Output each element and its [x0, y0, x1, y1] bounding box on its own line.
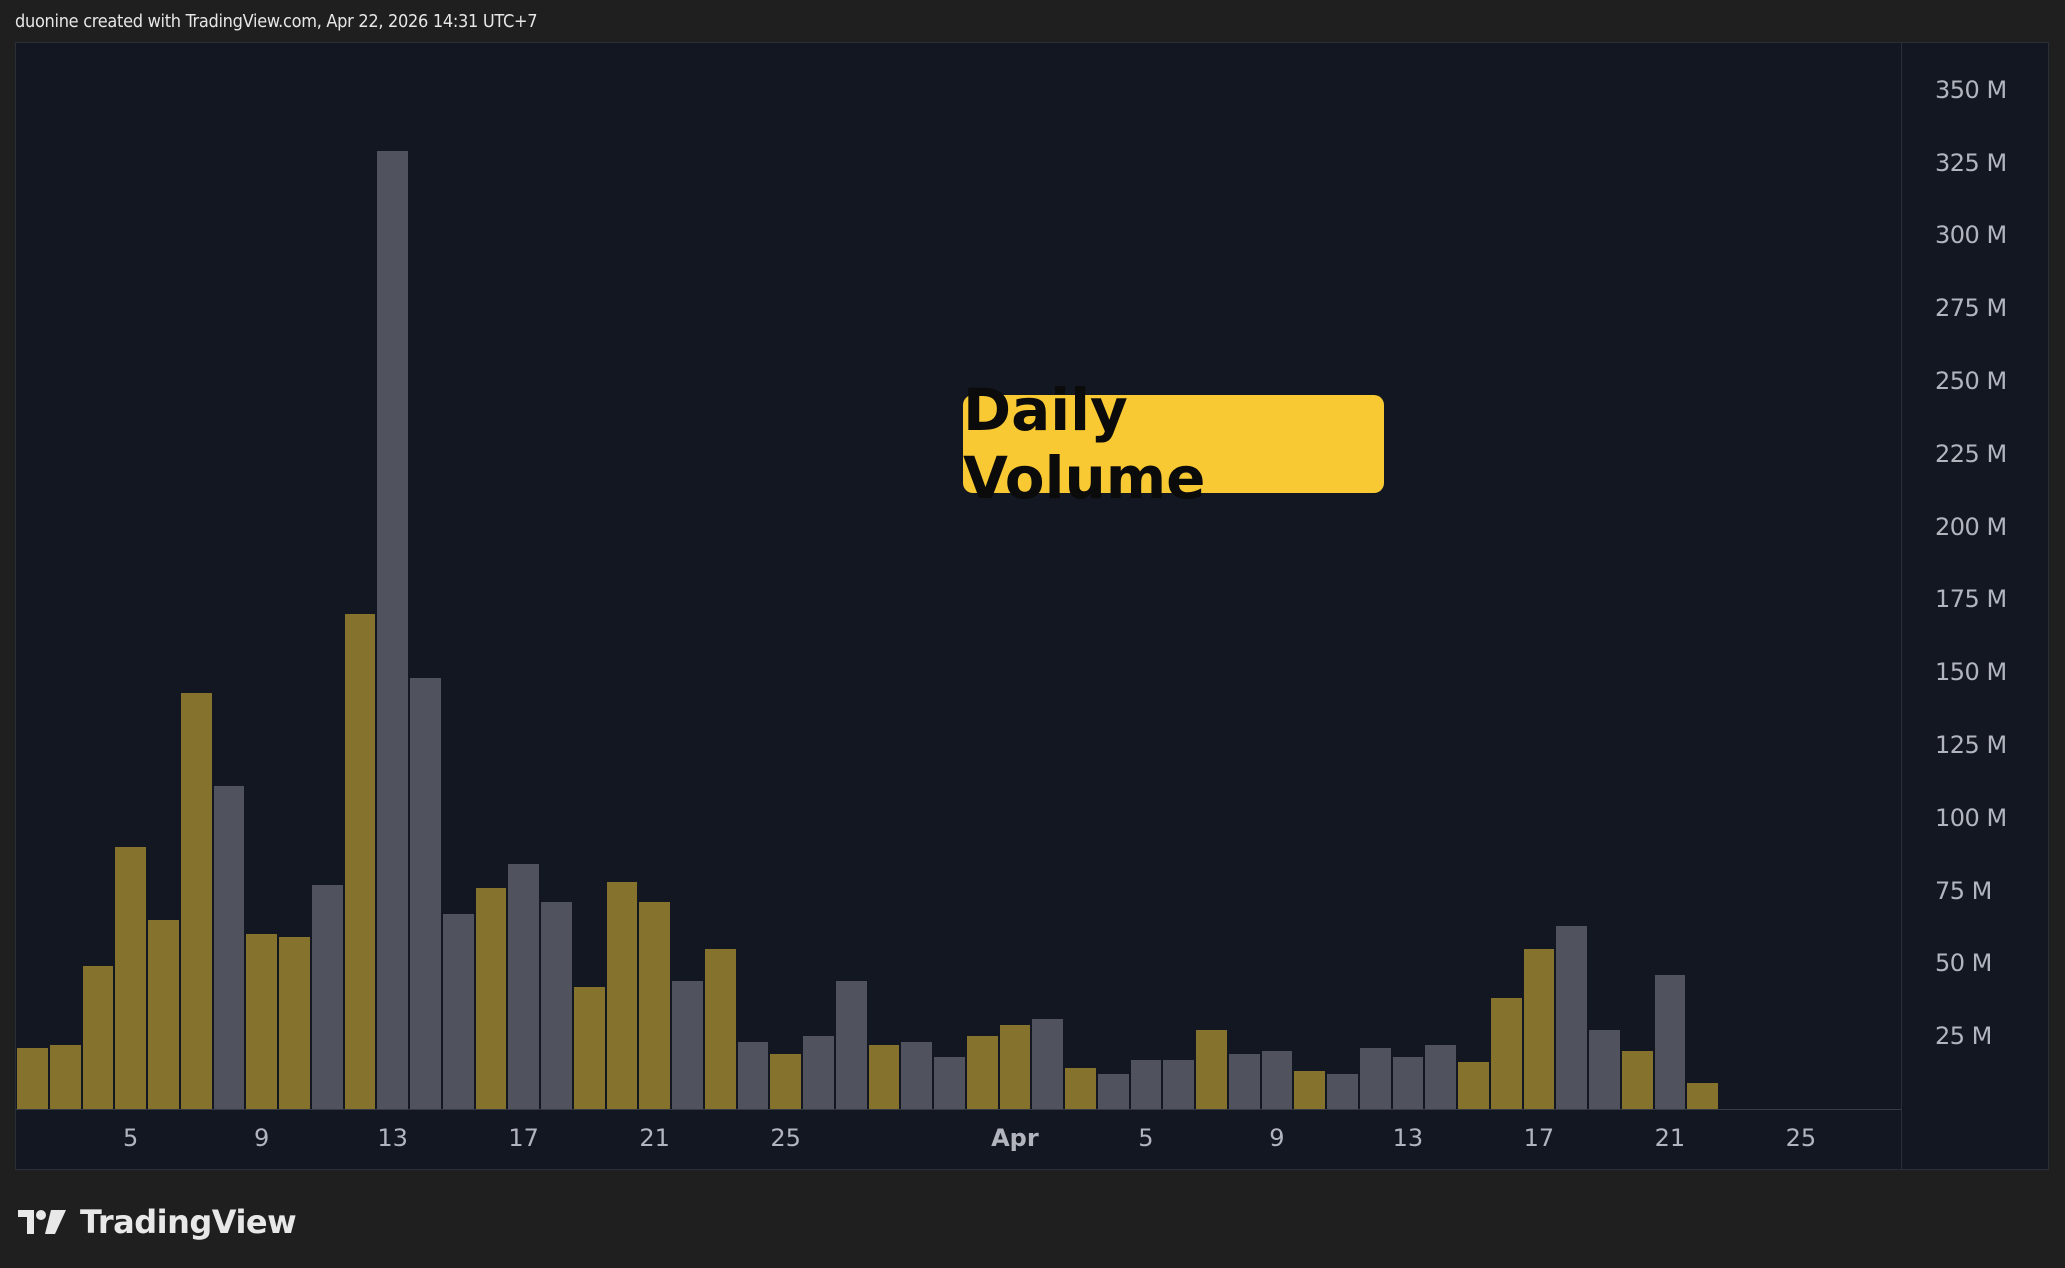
- volume-bar[interactable]: [16, 1047, 49, 1109]
- price-axis-tick: 25 M: [1935, 1022, 1992, 1051]
- volume-bar[interactable]: [736, 1042, 770, 1109]
- volume-bar[interactable]: [1031, 1018, 1064, 1109]
- time-axis-tick: 21: [639, 1124, 670, 1152]
- volume-bar[interactable]: [769, 1053, 802, 1109]
- volume-bar[interactable]: [1358, 1047, 1392, 1109]
- volume-bar[interactable]: [278, 937, 311, 1109]
- volume-bar[interactable]: [933, 1056, 966, 1109]
- price-axis-tick: 275 M: [1935, 294, 2007, 323]
- price-axis-tick: 175 M: [1935, 585, 2007, 614]
- chart-frame[interactable]: Daily Volume 350 M 325 M 300 M 275 M 250 M 22…: [15, 42, 2049, 1170]
- volume-bar[interactable]: [376, 150, 409, 1109]
- volume-bar[interactable]: [900, 1042, 933, 1109]
- price-axis-tick: 50 M: [1935, 949, 1992, 978]
- price-axis-tick: 325 M: [1935, 148, 2007, 177]
- price-axis-tick: 200 M: [1935, 512, 2007, 541]
- time-axis-tick: 9: [1269, 1124, 1285, 1152]
- time-axis-tick: 21: [1654, 1124, 1686, 1152]
- time-axis-tick: 17: [1523, 1124, 1555, 1152]
- volume-bar[interactable]: [1064, 1068, 1097, 1109]
- price-axis-tick: 300 M: [1935, 221, 2007, 250]
- volume-bar[interactable]: [1457, 1062, 1490, 1109]
- time-axis-tick: 5: [122, 1124, 139, 1152]
- volume-bar[interactable]: [1522, 948, 1556, 1109]
- volume-bar[interactable]: [1555, 925, 1588, 1109]
- volume-bar[interactable]: [1588, 1030, 1621, 1109]
- volume-bar[interactable]: [474, 887, 508, 1109]
- price-axis-tick: 150 M: [1935, 658, 2007, 687]
- volume-bar[interactable]: [1129, 1059, 1163, 1109]
- volume-bar[interactable]: [212, 785, 246, 1109]
- time-axis[interactable]: 5 9 13 17 21 25 Apr 5 9 13 17 21 25: [16, 1109, 1901, 1170]
- volume-bar[interactable]: [671, 980, 704, 1109]
- volume-bar[interactable]: [114, 846, 147, 1109]
- tradingview-logo[interactable]: TradingView: [18, 1203, 297, 1241]
- volume-bar[interactable]: [441, 913, 475, 1109]
- volume-bar[interactable]: [867, 1044, 901, 1109]
- time-axis-tick: 25: [770, 1124, 801, 1152]
- time-axis-month-label: Apr: [991, 1124, 1039, 1152]
- volume-bar[interactable]: [1227, 1053, 1261, 1109]
- volume-plot-area[interactable]: [16, 43, 1901, 1109]
- price-axis-tick: 75 M: [1935, 876, 1992, 905]
- time-axis-tick: 5: [1138, 1124, 1154, 1152]
- volume-bar[interactable]: [638, 902, 671, 1109]
- volume-bar[interactable]: [1686, 1082, 1719, 1109]
- time-axis-tick: 13: [1392, 1124, 1424, 1152]
- volume-bar[interactable]: [703, 948, 737, 1109]
- time-axis-tick: 25: [1785, 1124, 1817, 1152]
- volume-bar[interactable]: [1424, 1044, 1457, 1109]
- volume-bar[interactable]: [1096, 1074, 1130, 1109]
- volume-bar[interactable]: [834, 980, 868, 1109]
- price-axis[interactable]: 350 M 325 M 300 M 275 M 250 M 225 M 200 M 175 M…: [1901, 43, 2049, 1169]
- price-axis-tick: 250 M: [1935, 367, 2007, 395]
- volume-bar[interactable]: [343, 613, 377, 1109]
- volume-bar[interactable]: [310, 884, 344, 1109]
- volume-bar[interactable]: [1653, 975, 1687, 1109]
- volume-bar[interactable]: [1489, 998, 1523, 1109]
- volume-bar[interactable]: [540, 902, 573, 1109]
- volume-bar[interactable]: [409, 678, 442, 1109]
- volume-bar[interactable]: [572, 986, 606, 1109]
- volume-bar[interactable]: [147, 919, 180, 1109]
- price-axis-tick: 225 M: [1935, 439, 2007, 468]
- volume-bar[interactable]: [179, 692, 213, 1109]
- volume-bar[interactable]: [1620, 1050, 1654, 1109]
- volume-bar[interactable]: [507, 864, 540, 1109]
- volume-bar[interactable]: [802, 1036, 835, 1109]
- price-axis-tick: 125 M: [1935, 731, 2007, 759]
- volume-bar[interactable]: [1162, 1059, 1195, 1109]
- time-axis-tick: 13: [377, 1124, 408, 1152]
- volume-bar[interactable]: [245, 934, 278, 1109]
- tradingview-logo-text: TradingView: [80, 1203, 297, 1241]
- attribution-text: duonine created with TradingView.com, Ap…: [15, 11, 538, 32]
- volume-bar[interactable]: [998, 1024, 1032, 1109]
- volume-bar[interactable]: [81, 966, 115, 1109]
- volume-bar[interactable]: [48, 1044, 82, 1109]
- volume-bar[interactable]: [1326, 1074, 1359, 1109]
- volume-bar[interactable]: [1293, 1071, 1326, 1109]
- chart-title-badge: Daily Volume: [963, 376, 1384, 512]
- volume-bar[interactable]: [1391, 1056, 1425, 1109]
- tradingview-logo-icon: [18, 1210, 66, 1234]
- volume-bar[interactable]: [605, 881, 639, 1109]
- time-axis-tick: 17: [508, 1124, 539, 1152]
- price-axis-tick: 100 M: [1935, 803, 2007, 832]
- time-axis-tick: 9: [253, 1124, 270, 1152]
- volume-bar[interactable]: [1260, 1050, 1294, 1109]
- price-axis-tick: 350 M: [1935, 75, 2007, 104]
- volume-bar[interactable]: [965, 1036, 999, 1109]
- volume-bar[interactable]: [1195, 1030, 1228, 1109]
